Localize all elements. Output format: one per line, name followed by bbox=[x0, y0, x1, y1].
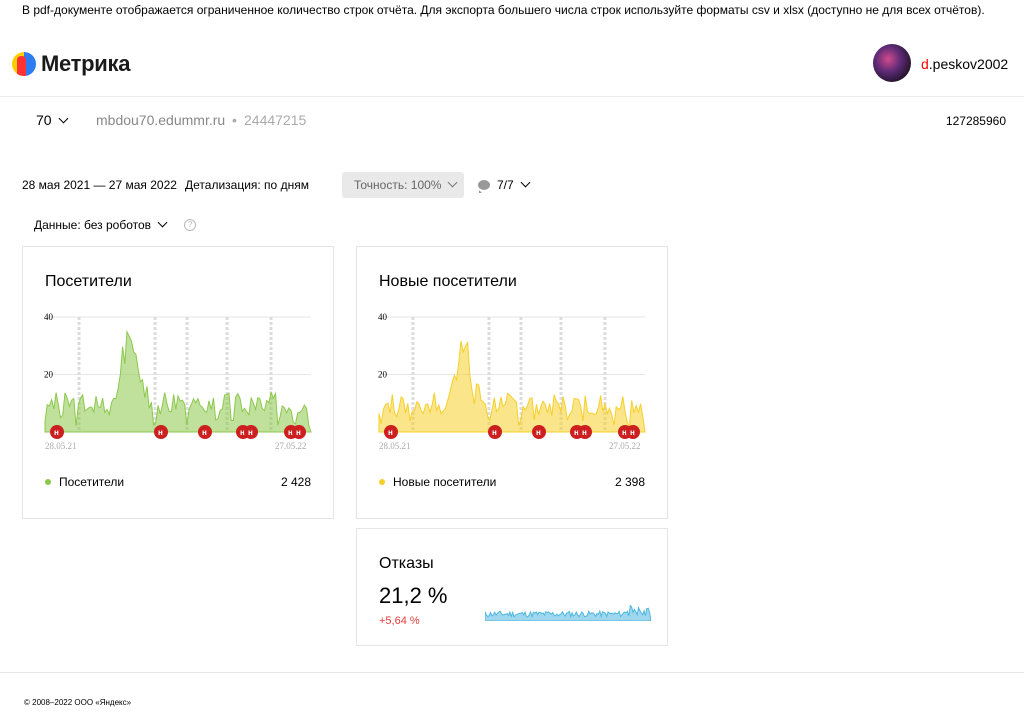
legend-total: 2 428 bbox=[280, 475, 311, 489]
y-tick-label: 20 bbox=[44, 370, 54, 380]
legend-label: Посетители bbox=[59, 475, 125, 489]
comment-icon bbox=[478, 180, 490, 193]
widget-title: Посетители bbox=[45, 273, 132, 290]
note-marker-icon bbox=[244, 425, 258, 439]
copyright: © 2008–2022 ООО «Яндекс» bbox=[24, 698, 132, 707]
new-visitors-widget[interactable]: Новые посетители 40 20 28.05.21 27.05.22 н н н… bbox=[356, 246, 668, 519]
note-marker-icon bbox=[384, 425, 398, 439]
chevron-down-icon bbox=[448, 177, 458, 188]
filters-row: 28 мая 2021 — 27 мая 2022 Детализация: п… bbox=[0, 172, 1024, 198]
separator-dot: • bbox=[232, 112, 237, 128]
user-name-rest: .peskov2002 bbox=[928, 56, 1009, 72]
pdf-notice: В pdf-документе отображается ограниченно… bbox=[22, 3, 985, 17]
counter-selector[interactable]: 70 bbox=[36, 112, 69, 128]
legend-dot bbox=[379, 479, 385, 485]
metrika-logo-icon bbox=[12, 52, 36, 76]
note-marker-label: н bbox=[296, 428, 301, 437]
note-marker-label: н bbox=[240, 428, 245, 437]
note-marker-label: н bbox=[288, 428, 293, 437]
note-marker-icon bbox=[154, 425, 168, 439]
metrika-logo[interactable]: Метрика bbox=[12, 51, 130, 77]
note-marker-label: н bbox=[622, 428, 627, 437]
avatar[interactable] bbox=[873, 44, 911, 82]
note-marker-label: н bbox=[248, 428, 253, 437]
y-tick-label: 40 bbox=[44, 312, 54, 322]
note-marker-icon bbox=[488, 425, 502, 439]
footer-divider bbox=[0, 672, 1024, 673]
series-area bbox=[44, 329, 312, 433]
chevron-down-icon bbox=[157, 217, 168, 227]
x-tick-label-end: 27.05.22 bbox=[609, 441, 641, 451]
legend-total: 2 398 bbox=[614, 475, 645, 489]
user-name-first-letter: d bbox=[921, 56, 929, 72]
series-area bbox=[378, 340, 646, 433]
note-marker-label: н bbox=[536, 428, 541, 437]
notes-count: 7/7 bbox=[497, 178, 514, 192]
note-marker-icon bbox=[198, 425, 212, 439]
counter-id: 70 bbox=[36, 112, 52, 128]
note-marker-icon bbox=[578, 425, 592, 439]
site-domain: mbdou70.edummr.ru bbox=[96, 112, 226, 128]
note-marker-label: н bbox=[202, 428, 207, 437]
header: Метрика d.peskov2002 bbox=[0, 40, 1024, 97]
data-filter-label: Данные: без роботов bbox=[34, 218, 152, 232]
visitors-widget[interactable]: Посетители 40 20 28.05.21 27.05.22 н н н н н н н П… bbox=[22, 246, 334, 519]
chevron-down-icon bbox=[520, 177, 531, 187]
note-marker-icon bbox=[532, 425, 546, 439]
data-filter[interactable]: Данные: без роботов ? bbox=[34, 217, 197, 232]
logo-text: Метрика bbox=[41, 51, 131, 76]
widget-legend: Новые посетители 2 398 bbox=[379, 475, 645, 489]
widget-title: Отказы bbox=[379, 555, 434, 572]
detail-selector[interactable]: Детализация: по дням bbox=[185, 178, 309, 192]
note-marker-label: н bbox=[630, 428, 635, 437]
x-tick-label-start: 28.05.21 bbox=[45, 441, 77, 451]
note-marker-icon bbox=[292, 425, 306, 439]
note-marker-label: н bbox=[54, 428, 59, 437]
help-icon[interactable]: ? bbox=[184, 219, 197, 231]
right-counter-id: 127285960 bbox=[945, 114, 1006, 128]
site-counter-id: 24447215 bbox=[244, 112, 307, 128]
note-marker-icon bbox=[626, 425, 640, 439]
note-marker-label: н bbox=[158, 428, 163, 437]
bounce-widget[interactable]: Отказы 21,2 % +5,64 % bbox=[356, 528, 668, 646]
bounce-sparkline bbox=[485, 604, 651, 621]
legend-dot bbox=[45, 479, 51, 485]
y-tick-label: 40 bbox=[378, 312, 388, 322]
counter-row: 70 mbdou70.edummr.ru • 24447215 12728596… bbox=[0, 112, 1024, 132]
user-name[interactable]: d.peskov2002 bbox=[921, 56, 1008, 72]
bounce-rate-value: 21,2 % bbox=[379, 583, 448, 608]
x-tick-label-start: 28.05.21 bbox=[379, 441, 411, 451]
note-marker-label: н bbox=[582, 428, 587, 437]
notes-filter[interactable]: 7/7 bbox=[478, 177, 531, 193]
note-marker-icon bbox=[50, 425, 64, 439]
accuracy-selector[interactable]: Точность: 100% bbox=[342, 172, 464, 198]
accuracy-label: Точность: 100% bbox=[354, 178, 442, 192]
bounce-rate-delta: +5,64 % bbox=[379, 615, 420, 627]
widget-legend: Посетители 2 428 bbox=[45, 475, 311, 489]
chevron-down-icon bbox=[58, 113, 69, 124]
note-marker-label: н bbox=[388, 428, 393, 437]
bounce-sparkline-area bbox=[485, 604, 651, 621]
y-tick-label: 20 bbox=[378, 370, 388, 380]
widget-title: Новые посетители bbox=[379, 273, 517, 290]
note-marker-label: н bbox=[492, 428, 497, 437]
date-range[interactable]: 28 мая 2021 — 27 мая 2022 bbox=[22, 178, 177, 192]
legend-label: Новые посетители bbox=[393, 475, 497, 489]
x-tick-label-end: 27.05.22 bbox=[275, 441, 307, 451]
note-marker-label: н bbox=[574, 428, 579, 437]
